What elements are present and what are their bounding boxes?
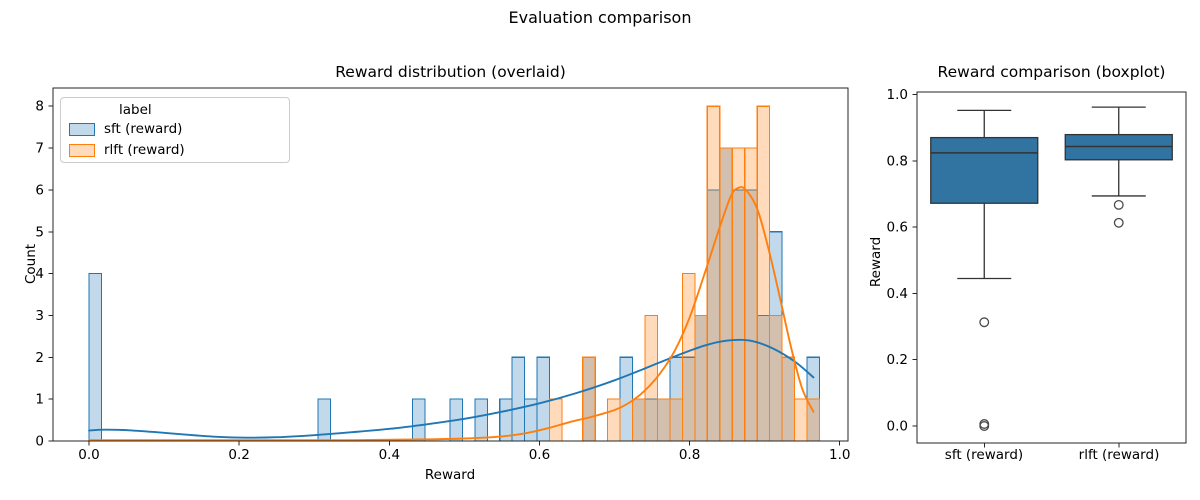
hist-bar-rlft: [607, 398, 621, 442]
kde-curve-rlft: [88, 186, 815, 442]
y-tick-label: 4: [35, 266, 44, 282]
boxplot-category-rlft: rlft (reward): [1078, 447, 1160, 463]
x-tick-label: 0.0: [78, 447, 99, 463]
hist-bar-rlft: [694, 314, 708, 442]
legend-item-rlft: rlft (reward): [69, 140, 281, 161]
hist-bar-sft: [474, 398, 488, 442]
x-tick-label: 1.0: [829, 447, 850, 463]
sft-color-swatch: [69, 123, 95, 136]
outlier-sft: [979, 317, 990, 328]
histogram-xlabel: Reward: [424, 467, 476, 483]
y-tick-label: 0.4: [887, 286, 908, 302]
boxplot-axes-frame: [916, 91, 1187, 444]
hist-bar-rlft: [681, 273, 696, 442]
legend-item-sft: sft (reward): [69, 119, 281, 140]
hist-bar-rlft: [781, 356, 796, 442]
rlft-color-swatch: [69, 144, 95, 157]
hist-bar-rlft: [793, 398, 808, 442]
hist-bar-rlft: [582, 356, 596, 442]
y-tick-label: 1.0: [887, 87, 908, 103]
y-tick-label: 5: [35, 224, 44, 240]
outlier-sft: [979, 421, 990, 431]
hist-bar-rlft: [706, 105, 721, 442]
hist-bar-sft: [88, 273, 103, 442]
hist-bar-rlft: [669, 398, 683, 442]
x-tick-label: 0.4: [379, 447, 400, 463]
x-tick-label: 0.6: [529, 447, 550, 463]
histogram-axes-frame: [52, 87, 849, 442]
legend-title: label: [119, 102, 152, 118]
hist-bar-rlft: [756, 105, 771, 442]
legend: label sft (reward) rlft (reward): [60, 97, 290, 163]
box-sft: [930, 136, 1039, 204]
hist-bar-rlft: [719, 147, 733, 442]
histogram-ylabel: Count: [23, 243, 39, 285]
y-tick-label: 0.6: [887, 220, 908, 236]
hist-bar-rlft: [806, 398, 821, 442]
x-tick-label: 0.2: [228, 447, 249, 463]
outlier-rlft: [1113, 217, 1124, 228]
y-tick-label: 2: [35, 350, 44, 366]
histogram-title: Reward distribution (overlaid): [335, 63, 566, 81]
boxplot-ylabel: Reward: [868, 236, 884, 288]
y-tick-label: 8: [35, 99, 44, 115]
y-tick-label: 3: [35, 308, 44, 324]
y-tick-label: 1: [35, 392, 44, 408]
y-tick-label: 0.2: [887, 352, 908, 368]
hist-bar-rlft: [548, 398, 563, 442]
hist-bar-rlft: [631, 398, 646, 442]
y-tick-label: 0: [35, 434, 44, 450]
outlier-sft: [979, 419, 990, 429]
hist-bar-sft: [619, 356, 634, 442]
legend-label-rlft: rlft (reward): [104, 142, 185, 158]
boxplot-title: Reward comparison (boxplot): [937, 63, 1166, 81]
boxplot-category-sft: sft (reward): [944, 447, 1024, 463]
figure-suptitle: Evaluation comparison: [508, 8, 692, 27]
y-tick-label: 0.8: [887, 153, 908, 169]
hist-bar-sft: [411, 398, 426, 442]
hist-bar-rlft: [656, 398, 671, 442]
y-tick-label: 7: [35, 141, 44, 157]
legend-label-sft: sft (reward): [104, 121, 183, 137]
hist-bar-sft: [511, 356, 526, 442]
x-tick-label: 0.8: [679, 447, 700, 463]
outlier-rlft: [1113, 199, 1124, 210]
kde-curve-sft: [88, 338, 815, 439]
hist-bar-rlft: [769, 314, 783, 442]
y-tick-label: 6: [35, 182, 44, 198]
y-tick-label: 0.0: [887, 419, 908, 435]
